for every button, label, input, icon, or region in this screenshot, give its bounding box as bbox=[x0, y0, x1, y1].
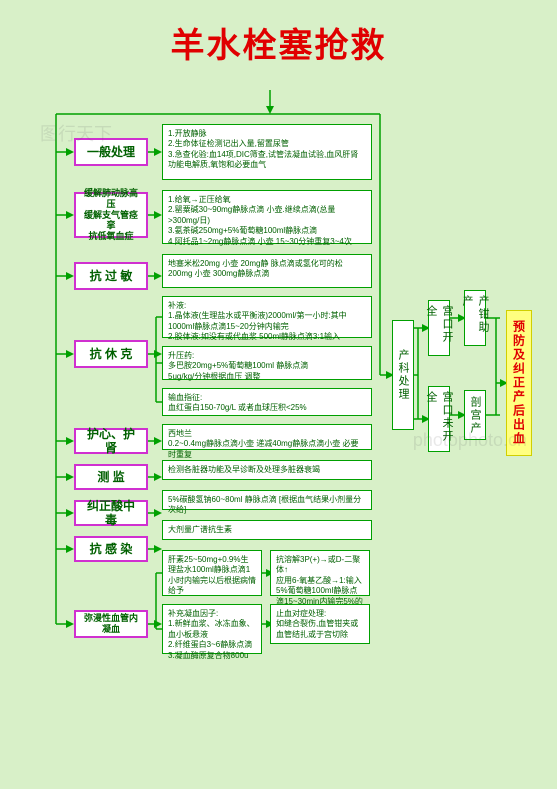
category-box-l6: 测 监 bbox=[74, 464, 148, 490]
right-box-r5: 剖宫产 bbox=[464, 390, 486, 440]
detail-box-d11b: 抗溶解3P(+)→或D-二聚体↑ 应用6-氧基乙酸→1:输入5%葡萄糖100ml… bbox=[270, 550, 370, 596]
detail-box-d1: 1.开放静脉 2.生命体征检测记出入量,留置尿管 3.急查化验:血14项,DIC… bbox=[162, 124, 372, 180]
detail-box-d6: 输血指征: 血红蛋白150-70g/L 或者血球压积<25% bbox=[162, 388, 372, 416]
detail-box-d10: 大剂量广谱抗生素 bbox=[162, 520, 372, 540]
detail-box-d9: 5%碳酸氢钠60~80ml 静脉点滴 [根据血气结果小剂量分次给] bbox=[162, 490, 372, 510]
detail-box-d2: 1.给氧→正压给氧 2.罂粟碱30~90mg静脉点滴 小壶.继续点滴(总量>30… bbox=[162, 190, 372, 244]
category-box-l8: 抗 感 染 bbox=[74, 536, 148, 562]
category-box-l7: 纠正酸中毒 bbox=[74, 500, 148, 526]
category-box-l5: 护心、护肾 bbox=[74, 428, 148, 454]
detail-box-d4: 补液: 1.晶体液(生理盐水或平衡液)2000ml/第一小时:其中1000ml静… bbox=[162, 296, 372, 338]
detail-box-d8: 检测各脏器功能及早诊断及处理多脏器衰竭 bbox=[162, 460, 372, 480]
detail-box-d12: 补充凝血因子: 1.新鲜血浆、冰冻血象、血小板悬液 2.纤维蛋白3~6静脉点滴 … bbox=[162, 604, 262, 654]
category-box-l3: 抗 过 敏 bbox=[74, 262, 148, 290]
category-box-l9: 弥漫性血管内凝血 bbox=[74, 610, 148, 638]
detail-box-d5: 升压药: 多巴胺20mg+5%葡萄糖100ml 静脉点滴 5ug/kg/分钟根据… bbox=[162, 346, 372, 380]
page-title: 羊水栓塞抢救 bbox=[0, 0, 557, 67]
detail-box-d7: 西地兰 0.2~0.4mg静脉点滴小壶 递减40mg静脉点滴小壶 必要时重复 bbox=[162, 424, 372, 450]
yellow-outcome-box: 预防及纠正产后出血 bbox=[506, 310, 532, 456]
category-box-l4: 抗 休 克 bbox=[74, 340, 148, 368]
category-box-l2: 缓解肺动脉高压 缓解支气管痉挛 抗低氧血症 bbox=[74, 192, 148, 238]
right-box-r1: 产科处理 bbox=[392, 320, 414, 430]
category-box-l1: 一般处理 bbox=[74, 138, 148, 166]
detail-box-d13: 止血对症处理: 如缝合裂伤,血管钳夹或血管结扎或于宫切除 bbox=[270, 604, 370, 644]
flowchart-canvas: 一般处理缓解肺动脉高压 缓解支气管痉挛 抗低氧血症抗 过 敏抗 休 克护心、护肾… bbox=[0, 90, 557, 770]
detail-box-d3: 地塞米松20mg 小壶 20mg静 脉点滴或氢化可的松200mg 小壶 300m… bbox=[162, 254, 372, 288]
right-box-r2: 宫口开全 bbox=[428, 300, 450, 356]
right-box-r4: 产钳助产 bbox=[464, 290, 486, 346]
detail-box-d11: 肝素25~50mg+0.9%生理盐水100ml静脉点滴1小时内输完以后根据病情给… bbox=[162, 550, 262, 596]
right-box-r3: 宫口未开全 bbox=[428, 386, 450, 452]
